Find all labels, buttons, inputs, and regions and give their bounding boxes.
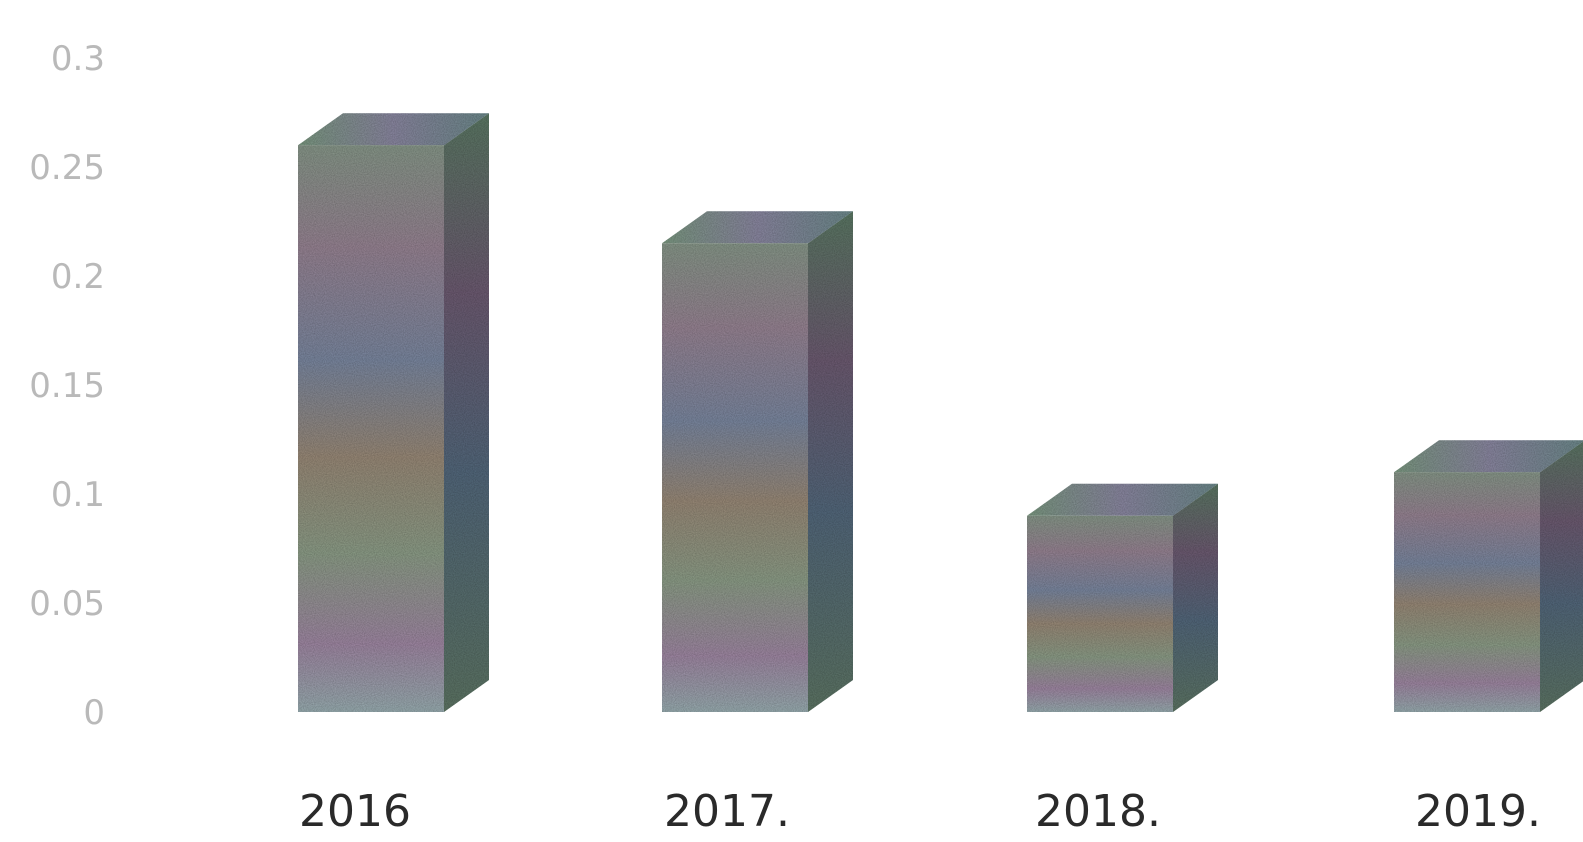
- y-axis: 0 0.05 0.1 0.15 0.2 0.25 0.3: [29, 39, 105, 733]
- bar-front-face: [298, 145, 444, 712]
- y-tick-label: 0.2: [51, 257, 105, 297]
- x-axis: 2016 2017. 2018. 2019.: [299, 786, 1541, 837]
- bar-side-face: [808, 211, 853, 713]
- y-tick-label: 0.1: [51, 475, 105, 515]
- bar-2016: [298, 113, 489, 712]
- bar-2017: [662, 211, 853, 713]
- x-tick-label: 2018.: [1035, 786, 1161, 837]
- y-tick-label: 0.05: [29, 584, 105, 624]
- x-tick-label: 2019.: [1415, 786, 1541, 837]
- bar-front-face: [1394, 472, 1540, 712]
- x-tick-label: 2017.: [664, 786, 790, 837]
- bar-top-face: [298, 113, 489, 146]
- bar-top-face: [1027, 483, 1218, 516]
- y-tick-label: 0.15: [29, 366, 105, 406]
- bar-front-face: [662, 243, 808, 713]
- y-tick-label: 0.3: [51, 39, 105, 79]
- bar-top-face: [1394, 440, 1583, 473]
- bar-top-face: [662, 211, 853, 244]
- bar-2019: [1394, 440, 1583, 712]
- bar-side-face: [444, 113, 489, 712]
- bar-series: [298, 113, 1583, 713]
- bar-side-face: [1540, 441, 1583, 712]
- bar-front-face: [1027, 515, 1173, 712]
- bar-2018: [1027, 483, 1218, 712]
- y-tick-label: 0: [83, 693, 105, 733]
- y-tick-label: 0.25: [29, 148, 105, 188]
- x-tick-label: 2016: [299, 786, 411, 837]
- bar-side-face: [1173, 483, 1218, 712]
